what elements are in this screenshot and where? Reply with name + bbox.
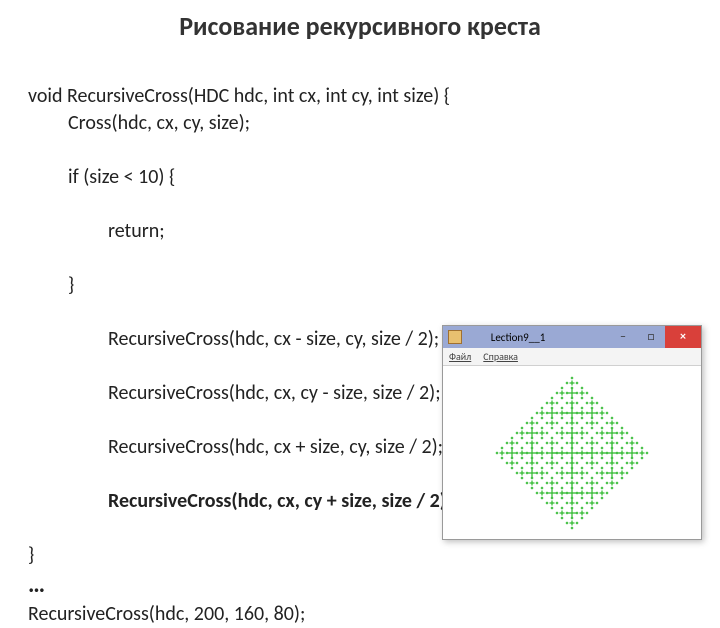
window-canvas: [443, 366, 701, 539]
menu-file[interactable]: Файл: [449, 350, 471, 363]
code-line: if (size < 10) {: [28, 164, 720, 191]
code-line: }: [28, 272, 720, 299]
maximize-button[interactable]: □: [637, 326, 665, 348]
minimize-button[interactable]: –: [609, 326, 637, 348]
code-line: }: [28, 543, 34, 567]
recursive-cross-fractal: [482, 368, 662, 538]
window-title: Lection9__1: [467, 331, 609, 344]
ellipsis: …: [28, 570, 45, 599]
output-window: Lection9__1 – □ × Файл Справка: [442, 325, 702, 540]
close-button[interactable]: ×: [665, 326, 701, 348]
code-line: RecursiveCross(hdc, 200, 160, 80);: [28, 602, 305, 626]
window-menubar: Файл Справка: [443, 348, 701, 366]
menu-help[interactable]: Справка: [483, 350, 518, 363]
code-line: void RecursiveCross(HDC hdc, int cx, int…: [28, 84, 450, 108]
app-icon: [448, 330, 462, 344]
window-titlebar[interactable]: Lection9__1 – □ ×: [443, 326, 701, 348]
slide-title: Рисование рекурсивного креста: [0, 10, 720, 42]
code-line: return;: [28, 218, 720, 245]
code-line: Cross(hdc, cx, cy, size);: [28, 110, 720, 137]
